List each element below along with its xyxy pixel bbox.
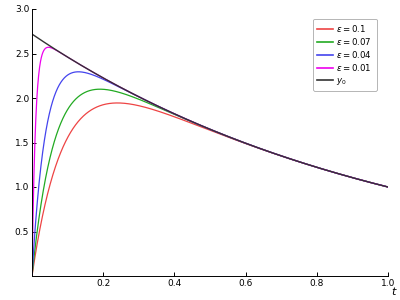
Line: $\varepsilon = 0.01$: $\varepsilon = 0.01$ bbox=[32, 47, 388, 276]
$\varepsilon = 0.1$ bbox=[166, 113, 171, 116]
Line: $y_0$: $y_0$ bbox=[32, 34, 388, 187]
$\varepsilon = 0.07$ bbox=[182, 117, 186, 120]
$\varepsilon = 0.01$ bbox=[379, 184, 384, 187]
$\varepsilon = 0.04$ bbox=[379, 184, 384, 187]
$\varepsilon = 0.04$ bbox=[92, 74, 96, 77]
$\varepsilon = 0.1$ bbox=[30, 274, 34, 278]
$y_0$ bbox=[30, 32, 34, 36]
$\varepsilon = 0.01$ bbox=[386, 185, 390, 189]
$\varepsilon = 0.1$ bbox=[115, 101, 120, 105]
$\varepsilon = 0.1$ bbox=[340, 173, 345, 177]
$\varepsilon = 0.04$ bbox=[70, 71, 75, 74]
$\varepsilon = 0.07$ bbox=[30, 274, 34, 278]
Line: $\varepsilon = 0.1$: $\varepsilon = 0.1$ bbox=[32, 103, 388, 276]
$\varepsilon = 0.04$ bbox=[386, 185, 390, 189]
$\varepsilon = 0.01$ bbox=[182, 116, 186, 120]
Line: $\varepsilon = 0.07$: $\varepsilon = 0.07$ bbox=[32, 89, 388, 276]
Text: t: t bbox=[392, 287, 396, 297]
Line: $\varepsilon = 0.04$: $\varepsilon = 0.04$ bbox=[32, 72, 388, 276]
$y_0$ bbox=[340, 173, 345, 177]
$\varepsilon = 0.1$ bbox=[70, 128, 75, 131]
$\varepsilon = 0.07$ bbox=[98, 87, 102, 91]
$y_0$ bbox=[386, 185, 390, 189]
$y_0$ bbox=[166, 109, 171, 113]
$\varepsilon = 0.04$ bbox=[30, 274, 34, 278]
$\varepsilon = 0.1$ bbox=[379, 184, 384, 187]
$\varepsilon = 0.01$ bbox=[166, 110, 171, 113]
$\varepsilon = 0.01$ bbox=[70, 58, 75, 62]
$\varepsilon = 0.07$ bbox=[91, 88, 96, 92]
$\varepsilon = 0.04$ bbox=[340, 173, 345, 177]
$\varepsilon = 0.07$ bbox=[340, 173, 345, 177]
Legend: $\varepsilon = 0.1$, $\varepsilon = 0.07$, $\varepsilon = 0.04$, $\varepsilon = : $\varepsilon = 0.1$, $\varepsilon = 0.07… bbox=[313, 19, 376, 91]
$\varepsilon = 0.1$ bbox=[182, 118, 186, 122]
$\varepsilon = 0.1$ bbox=[386, 185, 390, 189]
$y_0$ bbox=[182, 116, 186, 120]
$\varepsilon = 0.01$ bbox=[30, 274, 34, 278]
$\varepsilon = 0.04$ bbox=[76, 70, 81, 74]
$\varepsilon = 0.01$ bbox=[92, 71, 96, 74]
$y_0$ bbox=[91, 71, 96, 74]
$y_0$ bbox=[378, 183, 383, 187]
$\varepsilon = 0.01$ bbox=[340, 173, 345, 177]
$y_0$ bbox=[70, 58, 75, 62]
$\varepsilon = 0.07$ bbox=[379, 184, 384, 187]
$\varepsilon = 0.07$ bbox=[386, 185, 390, 189]
$\varepsilon = 0.04$ bbox=[166, 110, 171, 113]
$\varepsilon = 0.07$ bbox=[70, 101, 75, 104]
$\varepsilon = 0.07$ bbox=[166, 110, 171, 114]
$\varepsilon = 0.1$ bbox=[91, 107, 96, 110]
$\varepsilon = 0.04$ bbox=[182, 116, 186, 120]
$\varepsilon = 0.01$ bbox=[46, 46, 51, 49]
